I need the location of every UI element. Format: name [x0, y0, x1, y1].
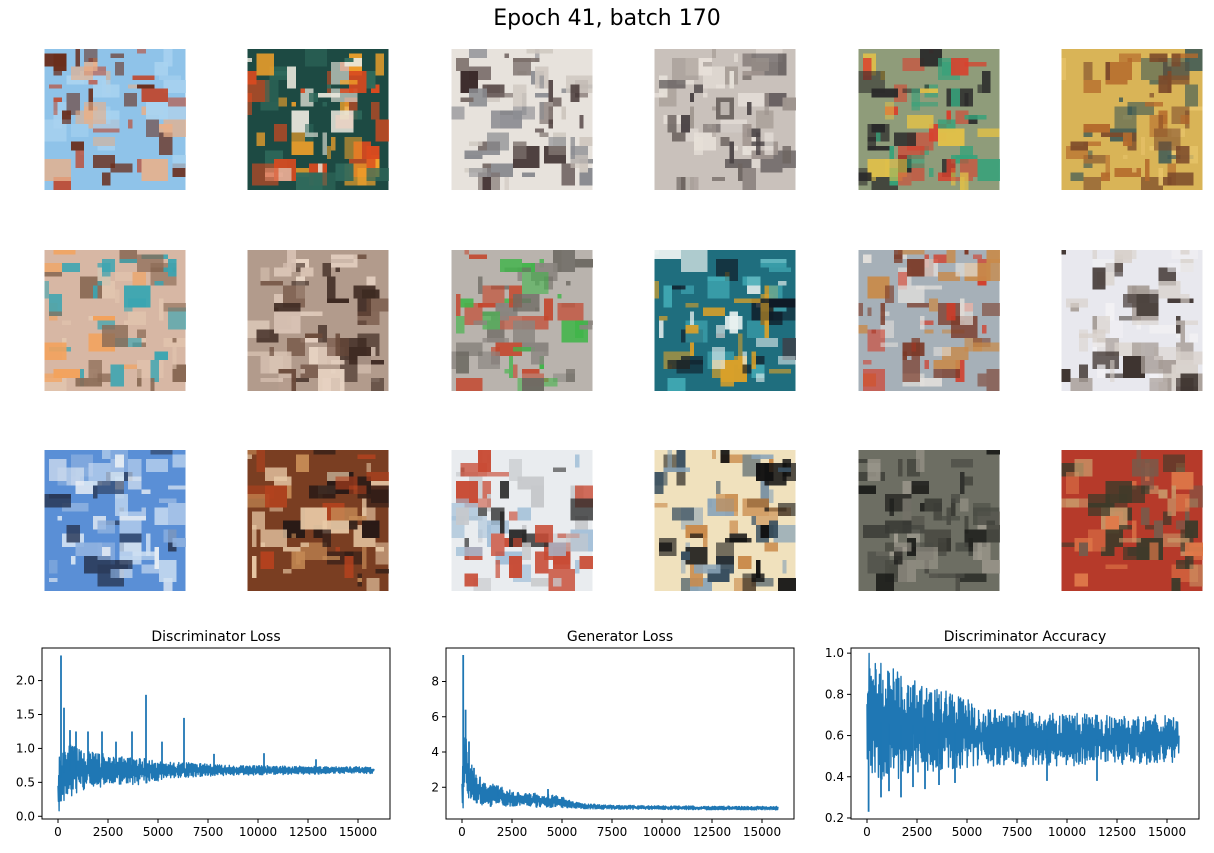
y-tick-label: 4 — [431, 745, 439, 759]
generated-sample-image — [451, 49, 593, 190]
x-tick-label: 10000 — [239, 825, 277, 839]
generated-sample-image — [654, 450, 796, 591]
x-tick-label: 0 — [863, 825, 871, 839]
generated-sample-image — [44, 250, 186, 391]
x-tick-label: 0 — [458, 825, 466, 839]
generated-sample-image — [247, 49, 389, 190]
x-tick-label: 5000 — [547, 825, 578, 839]
series-line — [57, 744, 375, 812]
y-tick-label: 0.6 — [825, 729, 844, 743]
generated-sample-image — [858, 450, 1000, 591]
generated-sample-image — [1061, 250, 1203, 391]
y-tick-label: 0.8 — [825, 687, 844, 701]
axes-frame — [850, 647, 1200, 820]
y-tick-label: 0.5 — [16, 775, 35, 789]
generated-sample-image — [654, 49, 796, 190]
x-tick-label: 10000 — [643, 825, 681, 839]
plot-2: 0 2500 5000 7500 10000 12500 15000 0.2 0.4 0.6 0.8… — [825, 629, 1200, 839]
y-tick-label: 1.0 — [16, 741, 35, 755]
x-tick-label: 2500 — [497, 825, 528, 839]
axes-frame — [445, 647, 795, 820]
x-tick-label: 5000 — [143, 825, 174, 839]
generated-sample-image — [451, 450, 593, 591]
y-tick-label: 8 — [431, 674, 439, 688]
x-tick-label: 15000 — [1148, 825, 1186, 839]
series-line — [461, 737, 779, 811]
series-line — [866, 652, 1180, 780]
x-tick-label: 7500 — [597, 825, 628, 839]
generated-sample-image — [451, 250, 593, 391]
x-tick-label: 12500 — [1098, 825, 1136, 839]
y-tick-label: 6 — [431, 710, 439, 724]
y-tick-label: 0.4 — [825, 770, 844, 784]
plot-title: Discriminator Loss — [151, 629, 280, 645]
plot-title: Discriminator Accuracy — [944, 629, 1106, 645]
x-tick-label: 12500 — [289, 825, 327, 839]
plot-title: Generator Loss — [567, 629, 673, 645]
x-tick-label: 10000 — [1048, 825, 1086, 839]
generated-sample-image — [858, 250, 1000, 391]
figure-title: Epoch 41, batch 170 — [493, 6, 721, 31]
y-tick-label: 1.0 — [825, 646, 844, 660]
generated-sample-image — [44, 450, 186, 591]
generated-sample-image — [1061, 450, 1203, 591]
x-tick-label: 15000 — [743, 825, 781, 839]
y-tick-label: 2 — [431, 780, 439, 794]
generated-sample-image — [654, 250, 796, 391]
x-tick-label: 0 — [54, 825, 62, 839]
generated-sample-image — [247, 250, 389, 391]
x-tick-label: 7500 — [1002, 825, 1033, 839]
y-tick-label: 0.2 — [825, 811, 844, 825]
x-tick-label: 2500 — [902, 825, 933, 839]
generated-sample-image — [1061, 49, 1203, 190]
x-tick-label: 2500 — [93, 825, 124, 839]
generated-sample-image — [247, 450, 389, 591]
plot-1: 0 2500 5000 7500 10000 12500 15000 2 4 6 8 Generato… — [431, 629, 795, 839]
y-tick-label: 0.0 — [16, 809, 35, 823]
plot-0: 0 2500 5000 7500 10000 12500 15000 0.0 0.5 1.0 1.5… — [16, 629, 391, 839]
y-tick-label: 1.5 — [16, 708, 35, 722]
generated-sample-image — [44, 49, 186, 190]
x-tick-label: 7500 — [193, 825, 224, 839]
x-tick-label: 5000 — [952, 825, 983, 839]
x-tick-label: 15000 — [339, 825, 377, 839]
axes-frame — [41, 647, 391, 820]
generated-sample-image — [858, 49, 1000, 190]
y-tick-label: 2.0 — [16, 674, 35, 688]
x-tick-label: 12500 — [693, 825, 731, 839]
